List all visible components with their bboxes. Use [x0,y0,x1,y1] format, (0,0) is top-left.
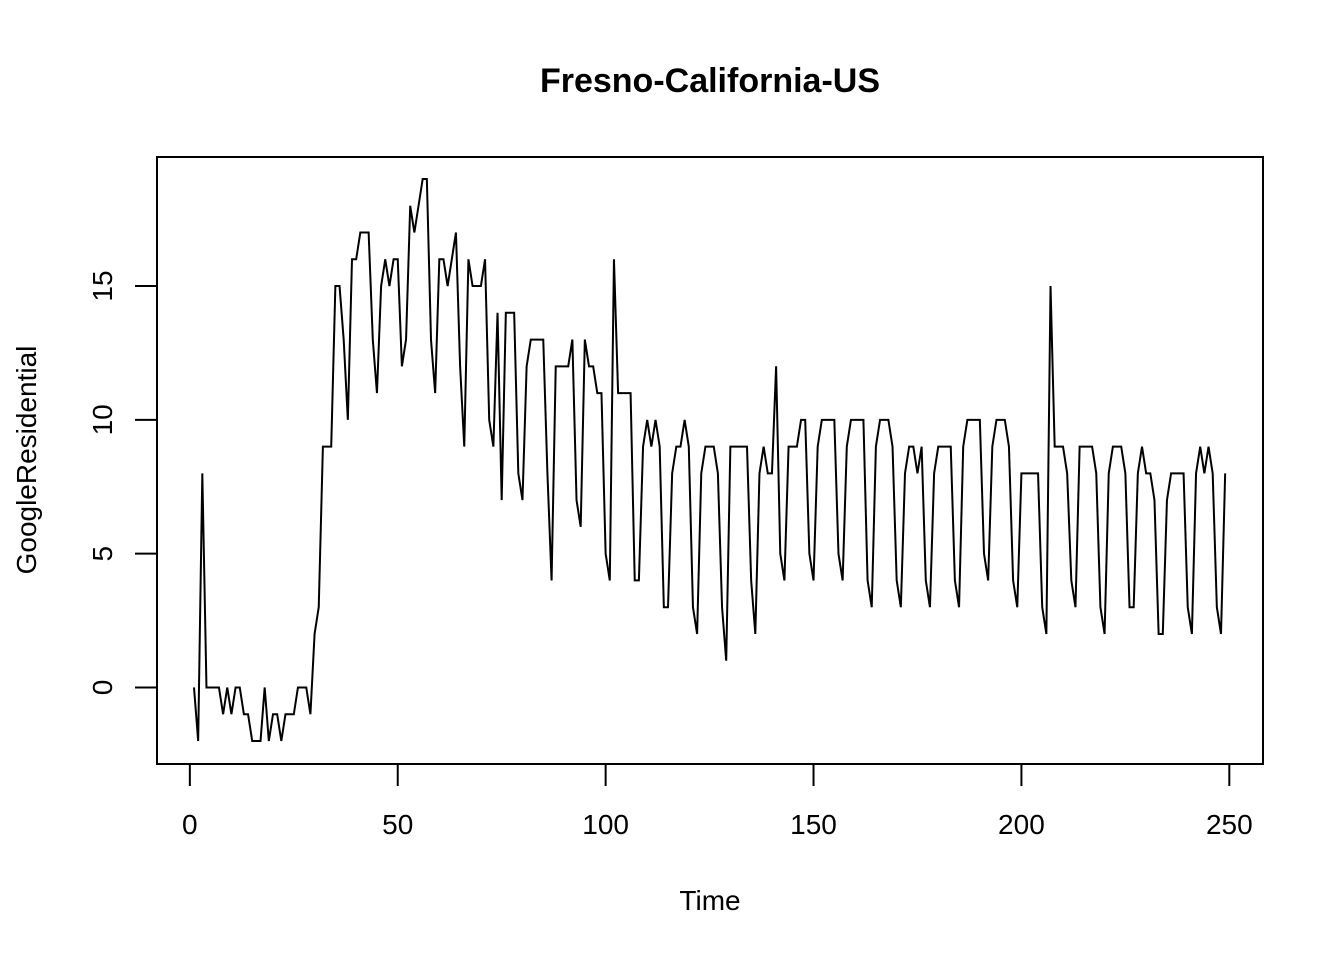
x-tick-label: 100 [582,809,629,840]
y-axis-label: GoogleResidential [11,346,42,575]
x-axis: 0 50 100 150 200 250 [182,763,1253,840]
y-tick-label: 15 [87,270,118,301]
y-axis: 0 5 10 15 [87,270,158,696]
x-tick-label: 50 [382,809,413,840]
y-tick-label: 5 [87,546,118,562]
series-line [193,178,1227,742]
x-tick-label: 0 [182,809,198,840]
y-tick-label: 10 [87,404,118,435]
chart-title: Fresno-California-US [540,62,880,100]
x-tick-label: 150 [790,809,837,840]
x-tick-label: 200 [998,809,1045,840]
x-tick-label: 250 [1206,809,1253,840]
y-tick-label: 0 [87,680,118,696]
x-axis-label: Time [679,885,740,916]
